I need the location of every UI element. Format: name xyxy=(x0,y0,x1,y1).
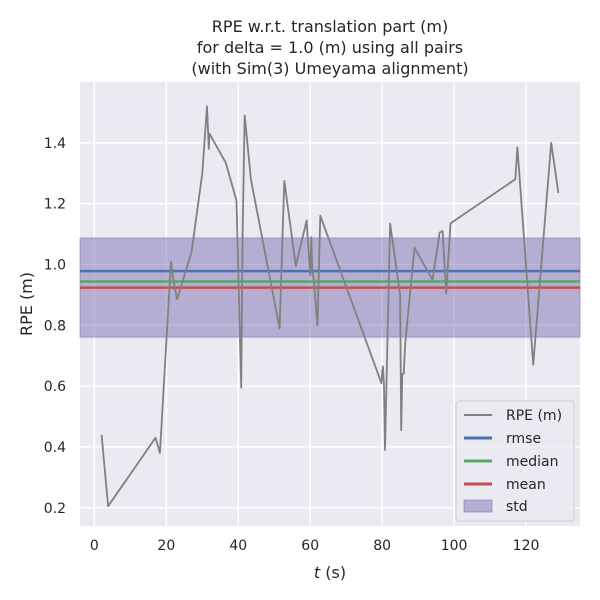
y-tick-label: 0.2 xyxy=(44,501,66,517)
x-tick-label: 40 xyxy=(229,538,247,554)
y-tick-labels: 0.2 0.4 0.6 0.8 1.0 1.2 1.4 xyxy=(44,136,66,517)
legend-box xyxy=(455,400,575,522)
y-tick-label: 0.6 xyxy=(44,379,66,395)
y-tick-label: 0.4 xyxy=(44,440,66,456)
legend-rmse-label: rmse xyxy=(506,431,541,447)
legend-std-swatch xyxy=(463,499,493,513)
legend-std-label: std xyxy=(506,499,528,515)
title-line-2: for delta = 1.0 (m) using all pairs xyxy=(197,38,463,57)
legend: RPE (m) rmse median mean std xyxy=(455,400,575,522)
x-tick-label: 20 xyxy=(157,538,175,554)
x-axis-variable: t xyxy=(314,563,321,582)
chart-title: RPE w.r.t. translation part (m) for delt… xyxy=(191,17,468,78)
title-line-3: (with Sim(3) Umeyama alignment) xyxy=(191,59,468,78)
y-tick-label: 1.4 xyxy=(44,136,66,152)
legend-rpe-label: RPE (m) xyxy=(506,408,562,424)
x-tick-label: 100 xyxy=(441,538,468,554)
x-axis-unit: (s) xyxy=(320,563,346,582)
x-tick-label: 60 xyxy=(301,538,319,554)
rpe-series-line xyxy=(100,105,560,508)
title-line-1: RPE w.r.t. translation part (m) xyxy=(212,17,448,36)
y-tick-label: 1.2 xyxy=(44,197,66,213)
y-tick-label: 0.8 xyxy=(44,318,66,334)
x-axis-label: t (s) xyxy=(314,563,346,582)
x-tick-label: 0 xyxy=(90,538,99,554)
y-tick-label: 1.0 xyxy=(44,257,66,273)
y-axis-label: RPE (m) xyxy=(17,272,36,336)
legend-mean-label: mean xyxy=(506,477,546,493)
legend-median-label: median xyxy=(506,454,558,470)
x-tick-label: 120 xyxy=(513,538,540,554)
x-tick-label: 80 xyxy=(373,538,391,554)
x-tick-labels: 0 20 40 60 80 100 120 xyxy=(90,538,539,554)
